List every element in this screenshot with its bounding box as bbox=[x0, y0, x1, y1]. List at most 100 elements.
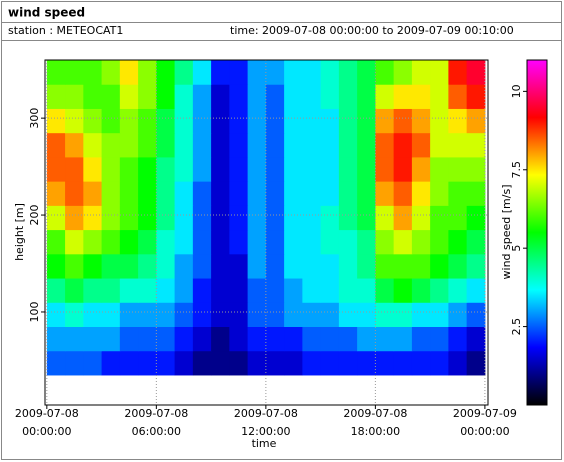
heat-cell bbox=[430, 108, 449, 134]
heat-cell bbox=[101, 278, 121, 303]
heat-cell bbox=[284, 108, 303, 134]
heat-cell bbox=[229, 326, 249, 352]
heat-cell bbox=[247, 181, 267, 206]
heat-cell bbox=[338, 108, 358, 134]
heat-cell bbox=[284, 181, 303, 206]
heat-cell bbox=[211, 205, 230, 231]
heat-cell bbox=[119, 205, 139, 231]
heat-cell bbox=[65, 108, 84, 134]
heat-cell bbox=[211, 278, 230, 303]
heat-cell bbox=[393, 156, 413, 182]
heat-cell bbox=[466, 156, 486, 182]
heat-cell bbox=[138, 253, 157, 279]
heat-cell bbox=[302, 229, 322, 255]
heat-cell bbox=[302, 181, 322, 206]
heat-cell bbox=[211, 350, 230, 376]
heat-cell bbox=[156, 350, 176, 376]
heat-cell bbox=[101, 132, 121, 158]
heat-cell bbox=[101, 350, 121, 376]
x-tick-label: 00:00:00 bbox=[460, 425, 509, 438]
plot-border bbox=[44, 59, 489, 406]
heat-cell bbox=[119, 181, 139, 206]
heat-cell bbox=[83, 156, 103, 182]
heat-cell bbox=[411, 350, 431, 376]
x-tick-date: 2009-07-08 bbox=[234, 407, 298, 420]
heat-cell bbox=[156, 278, 176, 303]
heat-cell bbox=[46, 229, 66, 255]
heat-cell bbox=[320, 156, 340, 182]
heat-cell bbox=[192, 205, 212, 231]
heat-cell bbox=[156, 181, 176, 206]
heat-cell bbox=[83, 253, 103, 279]
heat-cell bbox=[174, 205, 194, 231]
heat-cell bbox=[393, 326, 413, 352]
heat-cell bbox=[411, 326, 431, 352]
heat-cell bbox=[156, 302, 176, 328]
heat-cell bbox=[119, 278, 139, 303]
heat-cell bbox=[265, 326, 285, 352]
heat-cell bbox=[247, 302, 267, 328]
heat-cell bbox=[65, 205, 84, 231]
heat-cell bbox=[156, 253, 176, 279]
heat-cell bbox=[411, 156, 431, 182]
heat-cell bbox=[211, 326, 230, 352]
heat-cell bbox=[83, 60, 103, 85]
heat-cell bbox=[320, 181, 340, 206]
heat-cell bbox=[411, 278, 431, 303]
heat-cell bbox=[101, 181, 121, 206]
heat-cell bbox=[101, 205, 121, 231]
y-axis-label: height [m] bbox=[13, 203, 26, 261]
heat-cell bbox=[247, 278, 267, 303]
heat-cell bbox=[156, 205, 176, 231]
heat-cell bbox=[119, 60, 139, 85]
heat-cell bbox=[138, 302, 157, 328]
heat-cell bbox=[65, 326, 84, 352]
heat-cell bbox=[466, 60, 486, 85]
heat-cell bbox=[338, 156, 358, 182]
heat-cell bbox=[46, 278, 66, 303]
heat-cell bbox=[83, 350, 103, 376]
heat-cell bbox=[430, 132, 449, 158]
heat-cell bbox=[375, 350, 395, 376]
heat-cell bbox=[174, 132, 194, 158]
heat-cell bbox=[101, 108, 121, 134]
heat-cell bbox=[83, 229, 103, 255]
heat-cell bbox=[156, 326, 176, 352]
heat-cell bbox=[138, 326, 157, 352]
heat-cell bbox=[138, 350, 157, 376]
heat-cell bbox=[83, 84, 103, 109]
heat-cell bbox=[430, 326, 449, 352]
heat-cell bbox=[119, 302, 139, 328]
heat-cell bbox=[357, 108, 376, 134]
heat-cell bbox=[302, 132, 322, 158]
heat-cell bbox=[466, 278, 486, 303]
heat-cell bbox=[302, 302, 322, 328]
x-tick-date: 2009-07-08 bbox=[343, 407, 407, 420]
heat-cell bbox=[265, 181, 285, 206]
heat-cell bbox=[65, 84, 84, 109]
heat-cell bbox=[156, 60, 176, 85]
heat-cell bbox=[357, 156, 376, 182]
heat-cell bbox=[393, 205, 413, 231]
heat-cell bbox=[101, 84, 121, 109]
heat-cell bbox=[192, 181, 212, 206]
heat-cell bbox=[138, 156, 157, 182]
heat-cell bbox=[46, 253, 66, 279]
heat-cell bbox=[357, 84, 376, 109]
heat-cell bbox=[65, 350, 84, 376]
heat-cell bbox=[320, 302, 340, 328]
heat-cell bbox=[302, 60, 322, 85]
heat-cell bbox=[357, 326, 376, 352]
heat-cell bbox=[320, 205, 340, 231]
heat-cell bbox=[448, 60, 468, 85]
heat-cell bbox=[393, 278, 413, 303]
heat-cell bbox=[192, 326, 212, 352]
heat-cell bbox=[430, 278, 449, 303]
heat-cell bbox=[174, 278, 194, 303]
heat-cell bbox=[448, 108, 468, 134]
subtitle: time: 2009-07-08 00:00:00 to 2009-07-09 … bbox=[230, 24, 514, 37]
heat-cell bbox=[247, 205, 267, 231]
heat-cell bbox=[229, 229, 249, 255]
heat-cell bbox=[338, 302, 358, 328]
heat-cell bbox=[466, 84, 486, 109]
